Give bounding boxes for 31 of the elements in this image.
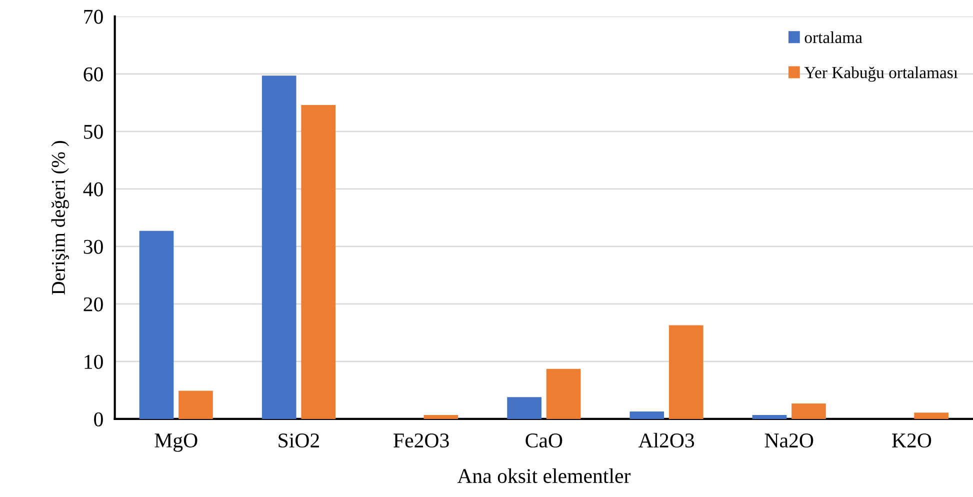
y-tick-label: 50 — [84, 124, 103, 139]
bar — [630, 411, 664, 419]
bar — [507, 397, 542, 419]
legend-label: ortalama — [804, 31, 862, 44]
y-tick-label: 30 — [84, 240, 103, 254]
y-tick-label: 60 — [84, 67, 103, 82]
bar — [301, 104, 336, 419]
bar — [139, 230, 174, 419]
bar — [262, 76, 296, 419]
bar — [792, 403, 826, 419]
x-tick-label: Al2O3 — [638, 432, 694, 448]
bar — [668, 325, 704, 419]
y-axis-title: Derişim değeri (% ) — [51, 141, 69, 295]
bar — [424, 414, 458, 419]
bar — [178, 390, 213, 419]
y-tick-label: 0 — [94, 412, 103, 426]
y-tick-label: 40 — [83, 182, 103, 196]
legend-label: Yer Kabuğu ortalaması — [804, 66, 958, 82]
bar — [546, 368, 581, 419]
bar — [914, 412, 948, 419]
y-tick-label: 20 — [84, 297, 103, 312]
x-axis-title: Ana oksit elementler — [457, 468, 630, 484]
x-tick-label: SiO2 — [278, 434, 319, 448]
y-tick-label: 70 — [84, 10, 103, 24]
x-tick-label: MgO — [154, 433, 198, 452]
y-tick-label: 10 — [84, 354, 103, 369]
x-tick-label: Na2O — [764, 434, 814, 448]
x-tick-label: K2O — [892, 434, 932, 448]
x-tick-label: CaO — [526, 434, 562, 448]
bar — [752, 414, 787, 419]
x-tick-label: Fe2O3 — [394, 434, 449, 448]
